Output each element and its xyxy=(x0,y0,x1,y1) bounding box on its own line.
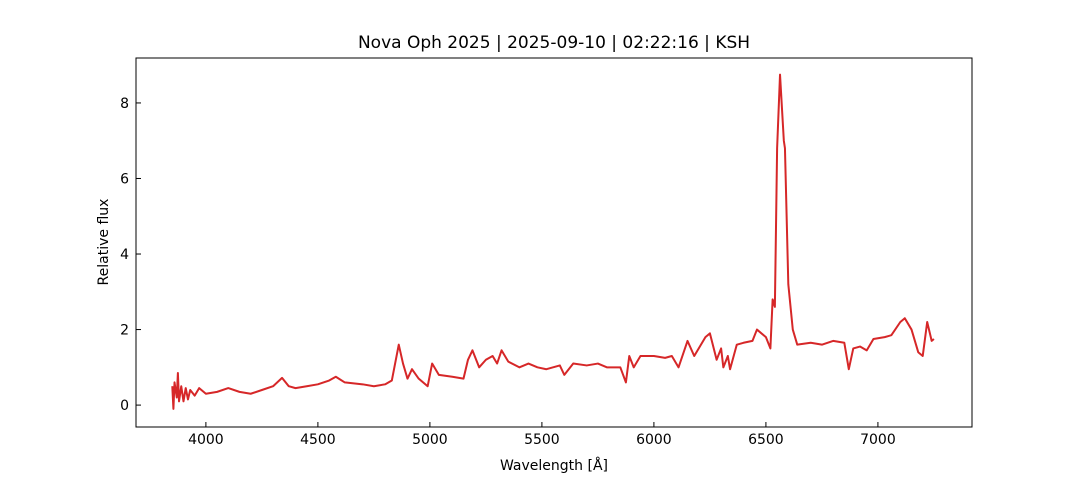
y-axis-label: Relative flux xyxy=(96,199,112,286)
y-tick-label: 8 xyxy=(120,96,129,112)
chart-title: Nova Oph 2025 | 2025-09-10 | 02:22:16 | … xyxy=(358,33,750,53)
x-tick-label: 4500 xyxy=(300,432,336,448)
spectrum-line xyxy=(171,73,935,410)
y-tick-label: 4 xyxy=(120,247,129,263)
x-tick-label: 4000 xyxy=(188,432,224,448)
y-tick-label: 0 xyxy=(120,398,129,414)
x-tick-label: 7000 xyxy=(860,432,896,448)
x-tick-label: 5500 xyxy=(524,432,560,448)
x-tick-label: 6000 xyxy=(636,432,672,448)
x-tick-label: 6500 xyxy=(748,432,784,448)
y-tick-label: 2 xyxy=(120,323,129,339)
y-tick-label: 6 xyxy=(120,171,129,187)
x-tick-label: 5000 xyxy=(412,432,448,448)
x-axis-label: Wavelength [Å] xyxy=(500,457,608,474)
plot-frame xyxy=(135,57,973,428)
